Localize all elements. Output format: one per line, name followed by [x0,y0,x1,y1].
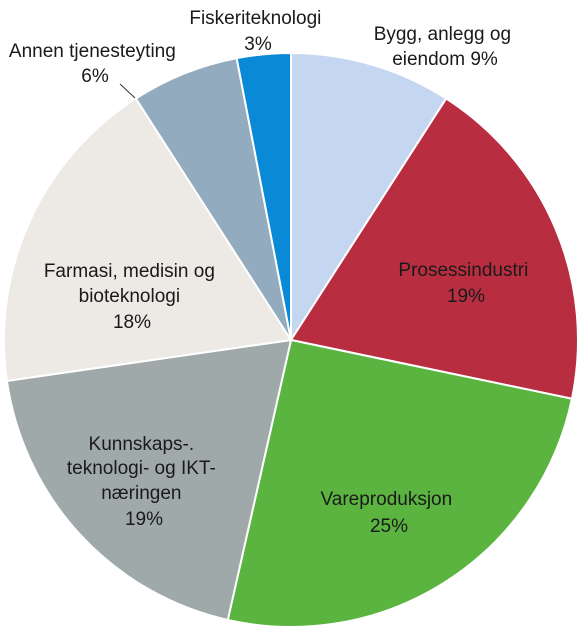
pie-slice-fiskeriteknologi [235,52,292,341]
slice-label-vareproduksjon: Vareproduksjon 25% [321,489,458,537]
slice-label-bygg-anlegg-og-eiendom: Bygg, anlegg og eiendom 9% [374,24,517,70]
pie-slice-farmasi-medisin-og-bioteknologi [3,97,292,382]
pie-slice-prosessindustri [290,97,579,400]
pie-slice-bygg-anlegg-og-eiendom [290,52,448,341]
pie-slice-kunnskaps-teknologi-og-ikt-næringen [5,339,292,621]
slice-label-annen-tjenesteyting: Annen tjenesteyting 6% [9,41,181,87]
slice-label-fiskeriteknologi: Fiskeriteknologi 3% [189,8,326,55]
slice-label-farmasi-medisin-og-bioteknologi: Farmasi, medisin og bioteknologi 18% [44,261,220,333]
leader-line-annen-tjenesteyting [119,83,136,99]
slice-label-prosessindustri: Prosessindustri 19% [398,260,533,307]
pie-slice-vareproduksjon [226,339,573,628]
slice-label-kunnskaps-teknologi-og-ikt: Kunnskaps-. teknologi- og IKT- næringen … [67,434,221,530]
